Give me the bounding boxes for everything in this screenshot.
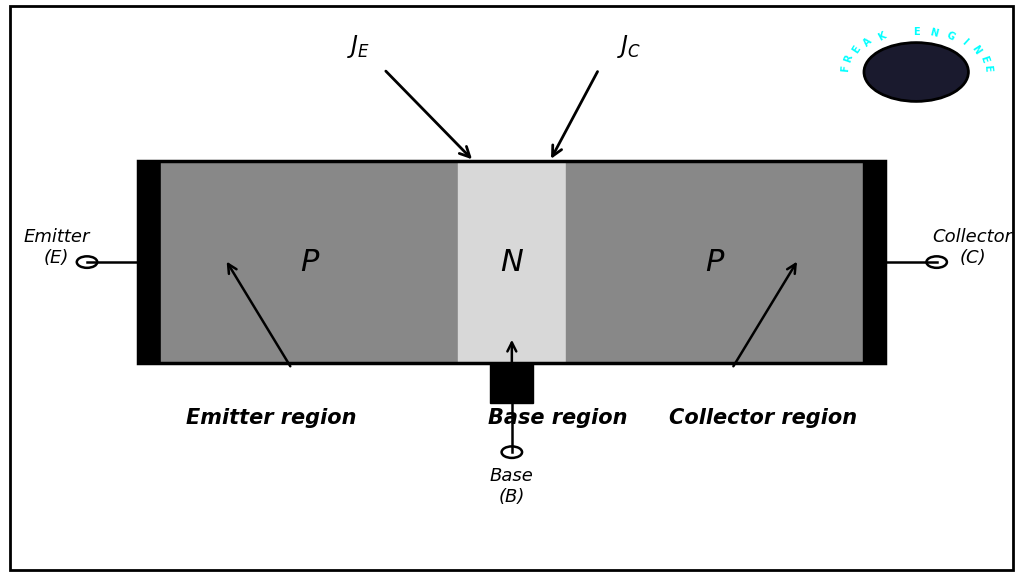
Bar xyxy=(863,161,886,363)
Text: Collector region: Collector region xyxy=(669,408,857,427)
Text: A: A xyxy=(862,36,874,48)
Bar xyxy=(458,161,566,363)
Bar xyxy=(566,161,863,363)
Text: Collector
(C): Collector (C) xyxy=(933,228,1013,267)
Text: E: E xyxy=(978,54,989,63)
Text: Emitter
(E): Emitter (E) xyxy=(24,228,89,267)
Text: E: E xyxy=(851,44,862,55)
Bar xyxy=(161,161,458,363)
Text: $J_C$: $J_C$ xyxy=(617,33,642,59)
Text: E: E xyxy=(912,27,920,37)
Text: E: E xyxy=(982,65,992,72)
Text: $J_E$: $J_E$ xyxy=(347,33,370,59)
Text: G: G xyxy=(944,31,956,43)
Text: N: N xyxy=(501,248,523,276)
Circle shape xyxy=(864,43,969,101)
Text: Base
(B): Base (B) xyxy=(489,467,534,506)
Text: N: N xyxy=(970,44,982,56)
Text: F: F xyxy=(840,65,850,72)
Bar xyxy=(490,363,534,403)
Text: I: I xyxy=(959,37,969,47)
Bar xyxy=(138,161,886,363)
Text: P: P xyxy=(706,248,724,276)
Text: Base region: Base region xyxy=(488,408,628,427)
Text: P: P xyxy=(300,248,318,276)
Text: N: N xyxy=(929,27,939,39)
Circle shape xyxy=(829,23,1004,121)
Text: Emitter region: Emitter region xyxy=(186,408,356,427)
Text: R: R xyxy=(843,54,855,64)
Text: K: K xyxy=(877,31,888,43)
Bar xyxy=(138,161,161,363)
